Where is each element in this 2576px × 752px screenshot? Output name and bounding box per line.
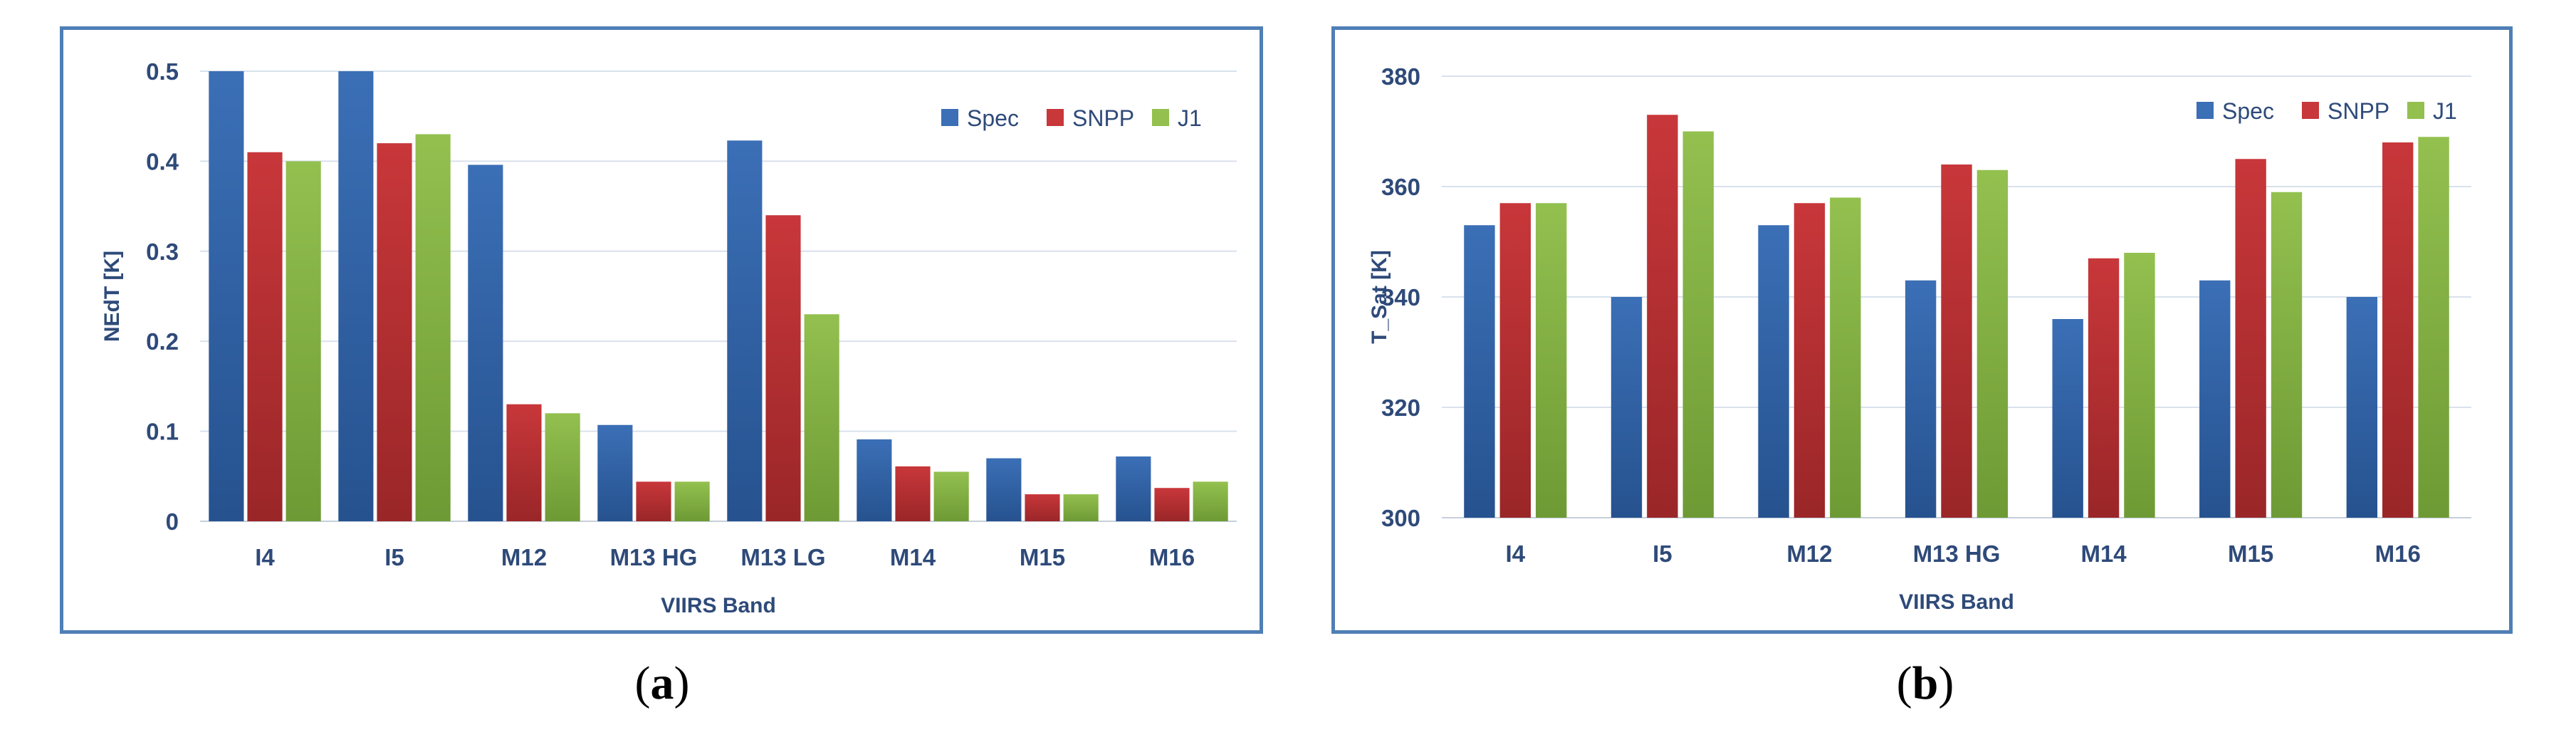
bar-snpp-m15 [2235, 159, 2266, 518]
y-tick-label: 0.5 [146, 58, 179, 85]
x-tick-label: I5 [384, 544, 404, 570]
x-tick-label: M14 [890, 544, 936, 570]
x-tick-label: I5 [1653, 540, 1672, 567]
bar-snpp-i5 [1647, 115, 1678, 518]
y-tick-label: 360 [1381, 174, 1420, 200]
bar-spec-m13-hg [597, 424, 633, 521]
y-axis-title: T_Sat [K] [1368, 250, 1391, 344]
bar-j1-m13-hg [1976, 169, 2009, 518]
x-tick-label: M15 [2228, 540, 2273, 567]
legend-swatch-j1 [2407, 102, 2424, 119]
legend-label-j1: J1 [2433, 98, 2457, 124]
bar-spec-m15 [986, 458, 1022, 521]
x-tick-label: M14 [2080, 540, 2127, 567]
bar-spec-m14 [2052, 319, 2083, 518]
caption-a: (a) [634, 657, 690, 709]
legend-swatch-snpp [1047, 109, 1064, 126]
caption-a-letter: a [650, 657, 674, 709]
x-tick-label: M16 [1149, 544, 1195, 570]
bar-j1-m15 [2271, 192, 2303, 518]
bar-j1-m12 [545, 413, 580, 521]
x-axis-title: VIIRS Band [1899, 590, 2014, 614]
x-tick-label: M16 [2375, 540, 2421, 567]
legend-swatch-j1 [1152, 109, 1169, 126]
x-tick-label: M12 [501, 544, 547, 570]
legend-label-j1: J1 [1178, 105, 1202, 131]
chart-b-svg: 300 320 340 360 380 I4 I5 M12 M13 HG M14 M15 M16 VII… [1368, 63, 2471, 614]
y-axis-title: NEdT [K] [100, 251, 124, 342]
y-tick-label: 0.4 [146, 148, 179, 174]
bar-snpp-m12 [1794, 203, 1826, 518]
bar-spec-m12 [468, 164, 503, 521]
bar-snpp-m16 [1154, 488, 1190, 521]
legend-label-snpp: SNPP [1072, 105, 1134, 131]
y-tick-label: 340 [1381, 284, 1420, 310]
x-tick-label: I4 [1506, 540, 1526, 567]
bar-j1-m14 [2124, 253, 2155, 518]
bar-snpp-m13-hg [636, 481, 671, 521]
legend-swatch-spec [941, 109, 958, 126]
bar-j1-m16 [2418, 137, 2449, 518]
bar-j1-i4 [1535, 203, 1567, 518]
bar-snpp-i4 [1499, 203, 1531, 518]
bar-snpp-m14 [2088, 258, 2120, 518]
caption-b: (b) [1896, 657, 1954, 709]
x-tick-label: I4 [255, 544, 275, 570]
bar-snpp-m12 [506, 404, 542, 521]
y-tick-label: 380 [1381, 63, 1420, 90]
bar-spec-i4 [1464, 225, 1495, 518]
bar-spec-m16 [1116, 456, 1151, 521]
bar-j1-m16 [1193, 481, 1228, 521]
bar-spec-i5 [338, 71, 374, 521]
y-tick-label: 300 [1381, 505, 1420, 531]
x-tick-label: M12 [1786, 540, 1832, 567]
bar-j1-m15 [1063, 494, 1099, 521]
chart-panel-a: 0 0.1 0.2 0.3 0.4 0.5 I4 I5 M12 M13 HG M13 LG M14 M1… [60, 26, 1263, 634]
y-tick-label: 0.3 [146, 239, 179, 265]
bar-j1-m13-lg [804, 314, 839, 521]
bar-spec-m13-hg [1905, 280, 1937, 518]
bar-spec-m13-lg [727, 140, 763, 521]
bar-spec-i5 [1611, 297, 1643, 518]
chart-a-svg: 0 0.1 0.2 0.3 0.4 0.5 I4 I5 M12 M13 HG M13 LG M14 M1… [100, 58, 1237, 617]
bar-spec-m12 [1758, 225, 1789, 518]
bar-spec-m15 [2199, 280, 2231, 518]
bar-snpp-m16 [2382, 142, 2414, 518]
legend-label-snpp: SNPP [2328, 98, 2389, 124]
bar-snpp-m13-hg [1941, 164, 1972, 518]
bar-j1-i4 [286, 161, 321, 521]
bar-snpp-m15 [1025, 494, 1060, 521]
legend-label-spec: Spec [967, 105, 1019, 131]
bar-spec-m14 [857, 439, 892, 521]
x-tick-label: M13 HG [610, 544, 698, 570]
bar-spec-i4 [209, 71, 244, 521]
legend-swatch-snpp [2302, 102, 2319, 119]
chart-panel-b: 300 320 340 360 380 I4 I5 M12 M13 HG M14 M15 M16 VII… [1331, 26, 2513, 634]
bar-j1-i5 [1682, 131, 1714, 518]
bar-j1-m13-hg [674, 481, 710, 521]
legend-swatch-spec [2197, 102, 2214, 119]
bar-j1-m12 [1830, 197, 1861, 518]
y-tick-label: 0.2 [146, 328, 179, 355]
bar-spec-m16 [2346, 297, 2378, 518]
y-tick-label: 0 [166, 508, 179, 535]
y-tick-label: 320 [1381, 395, 1420, 421]
legend-label-spec: Spec [2222, 98, 2274, 124]
x-tick-label: M13 HG [1913, 540, 2001, 567]
bar-snpp-i4 [247, 152, 283, 521]
bar-snpp-m14 [895, 466, 931, 521]
bar-snpp-m13-lg [765, 215, 801, 521]
bar-snpp-i5 [377, 143, 412, 521]
y-tick-label: 0.1 [146, 419, 179, 445]
x-tick-label: M13 LG [740, 544, 825, 570]
caption-b-letter: b [1912, 657, 1939, 709]
bar-j1-m14 [933, 471, 969, 521]
x-tick-label: M15 [1020, 544, 1065, 570]
bar-j1-i5 [415, 134, 451, 522]
x-axis-title: VIIRS Band [661, 594, 776, 617]
